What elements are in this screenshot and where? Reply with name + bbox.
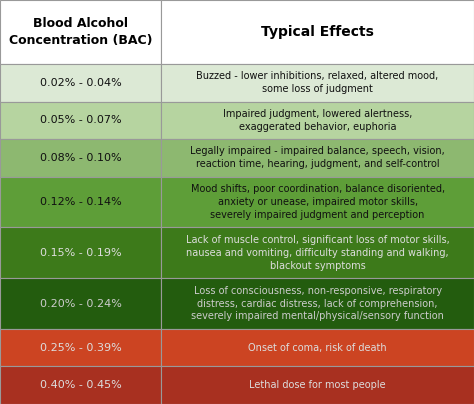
Bar [161, 227, 474, 278]
Text: 0.40% - 0.45%: 0.40% - 0.45% [40, 380, 121, 390]
Text: Impaired judgment, lowered alertness,
exaggerated behavior, euphoria: Impaired judgment, lowered alertness, ex… [223, 109, 412, 132]
Bar [0, 64, 161, 101]
Text: 0.25% - 0.39%: 0.25% - 0.39% [40, 343, 121, 353]
Bar [0, 329, 161, 366]
Bar [161, 366, 474, 404]
Bar [161, 64, 474, 101]
Text: Buzzed - lower inhibitions, relaxed, altered mood,
some loss of judgment: Buzzed - lower inhibitions, relaxed, alt… [196, 72, 439, 94]
Text: Typical Effects: Typical Effects [261, 25, 374, 39]
Bar [161, 329, 474, 366]
Bar [0, 278, 161, 329]
Text: 0.08% - 0.10%: 0.08% - 0.10% [40, 153, 121, 163]
Bar [0, 227, 161, 278]
Text: Lethal dose for most people: Lethal dose for most people [249, 380, 386, 390]
Bar [0, 177, 161, 227]
Text: Loss of consciousness, non-responsive, respiratory
distress, cardiac distress, l: Loss of consciousness, non-responsive, r… [191, 286, 444, 321]
Bar [161, 177, 474, 227]
Bar [0, 139, 161, 177]
Bar [0, 0, 161, 64]
Bar [161, 278, 474, 329]
Text: Legally impaired - impaired balance, speech, vision,
reaction time, hearing, jud: Legally impaired - impaired balance, spe… [190, 146, 445, 169]
Text: 0.15% - 0.19%: 0.15% - 0.19% [40, 248, 121, 258]
Text: Lack of muscle control, significant loss of motor skills,
nausea and vomiting, d: Lack of muscle control, significant loss… [186, 235, 449, 271]
Bar [0, 366, 161, 404]
Bar [0, 101, 161, 139]
Bar [161, 0, 474, 64]
Text: 0.02% - 0.04%: 0.02% - 0.04% [40, 78, 121, 88]
Text: Mood shifts, poor coordination, balance disoriented,
anxiety or unease, impaired: Mood shifts, poor coordination, balance … [191, 184, 445, 220]
Text: 0.05% - 0.07%: 0.05% - 0.07% [40, 115, 121, 125]
Bar [161, 101, 474, 139]
Text: Onset of coma, risk of death: Onset of coma, risk of death [248, 343, 387, 353]
Text: 0.20% - 0.24%: 0.20% - 0.24% [40, 299, 121, 309]
Bar [161, 139, 474, 177]
Text: Blood Alcohol
Concentration (BAC): Blood Alcohol Concentration (BAC) [9, 17, 152, 47]
Text: 0.12% - 0.14%: 0.12% - 0.14% [40, 197, 121, 207]
